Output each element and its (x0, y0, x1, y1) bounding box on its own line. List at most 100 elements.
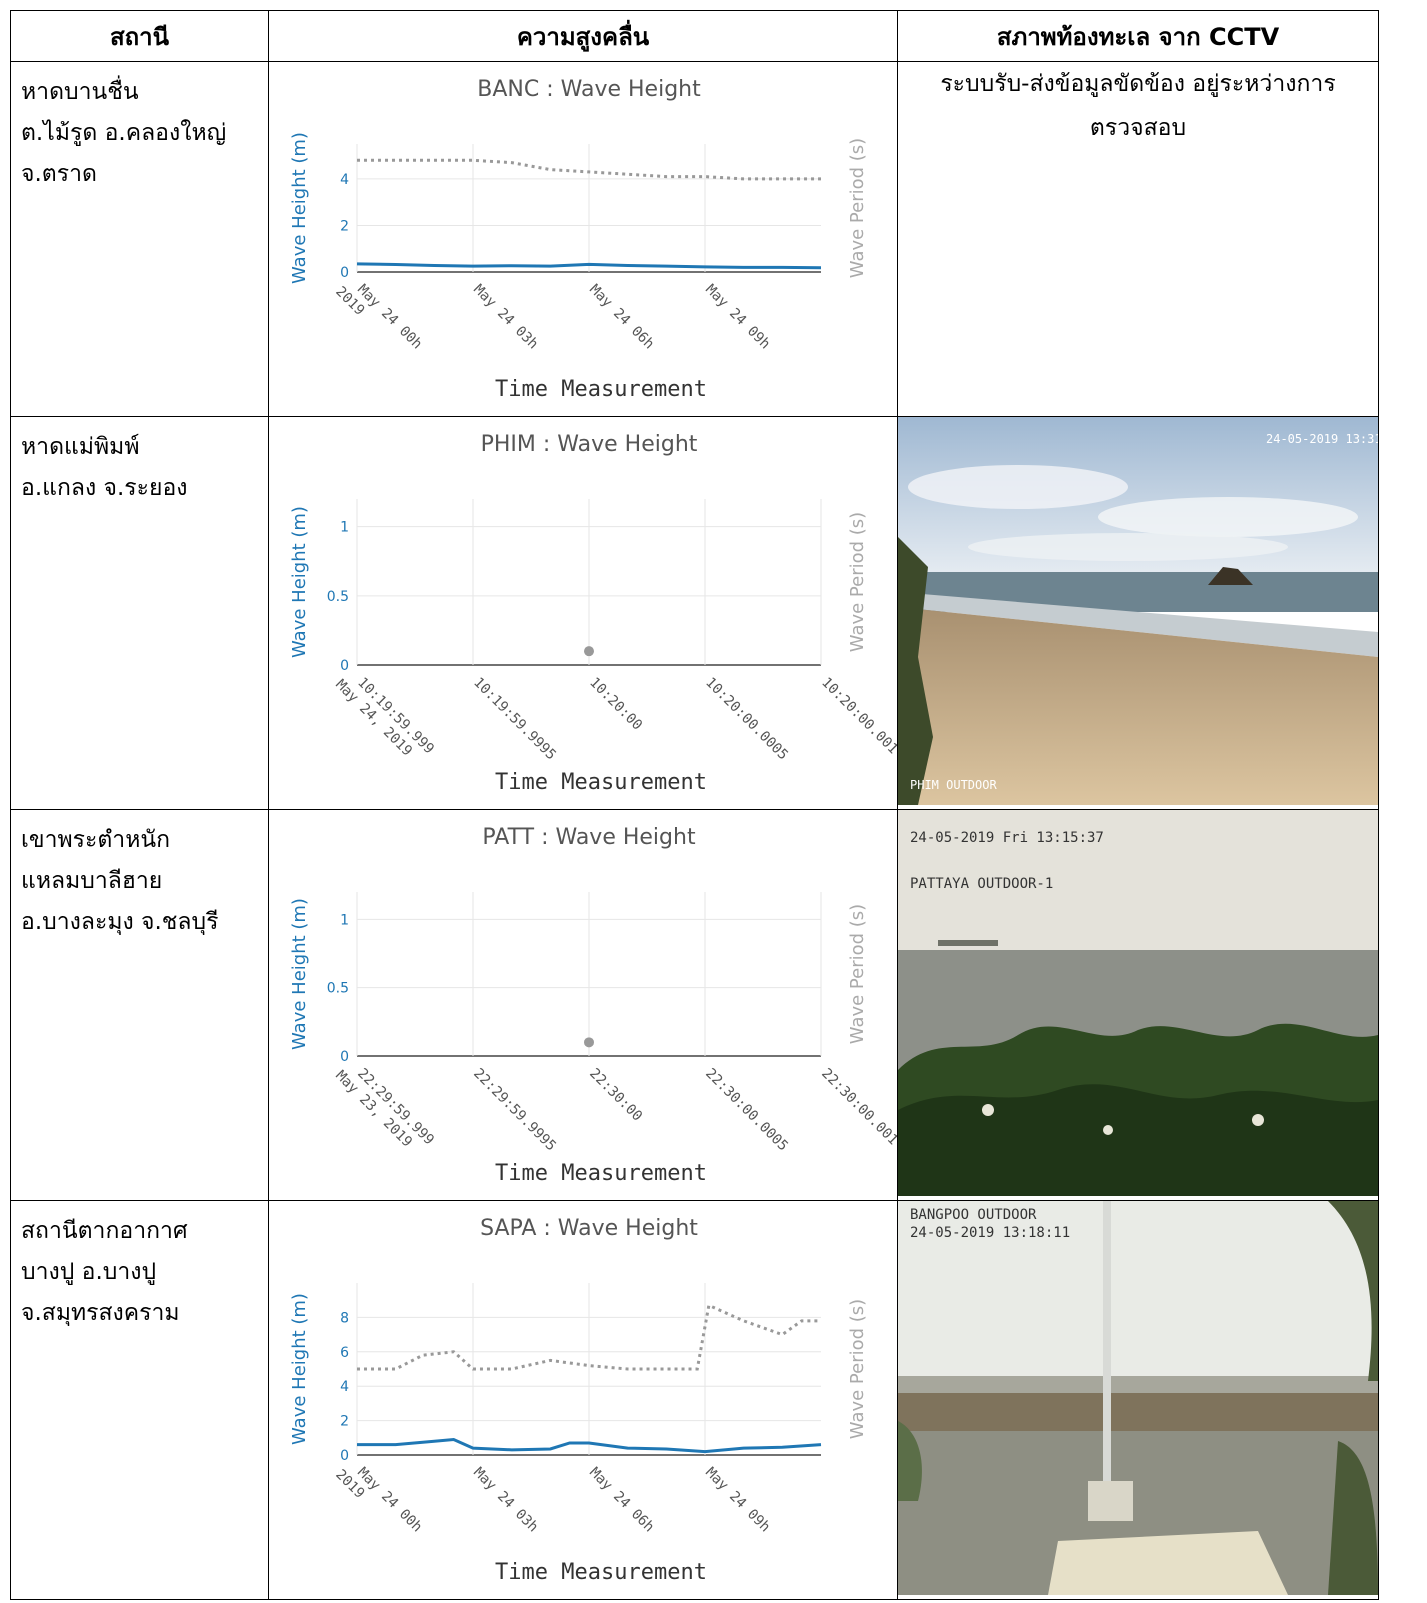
x-tick-line: 10:20:00 (586, 675, 645, 734)
y-tick-label: 0 (340, 265, 349, 281)
x-tick-label: 10:19:59.9995 (470, 675, 559, 764)
x-tick-line: May 24 06h (586, 1465, 657, 1536)
station-line: อ.บางละมุง จ.ชลบุรี (21, 909, 219, 935)
y2-axis-title: Wave Period (s) (847, 512, 868, 652)
x-tick-label: 10:20:00 (586, 675, 645, 734)
y2-axis-title: Wave Period (s) (847, 1299, 868, 1439)
cctv-timestamp: 24-05-2019 13:31:28 Fri (1266, 432, 1378, 446)
y-tick-label: 0.5 (327, 981, 349, 997)
x-tick-line: May 24 03h (470, 282, 541, 353)
station-line: บางปู อ.บางปู (21, 1259, 157, 1285)
data-point (584, 646, 594, 657)
cctv-timestamp: 24-05-2019 Fri 13:15:37 (910, 830, 1104, 846)
table-row: หาดแม่พิมพ์ อ.แกลง จ.ระยอง PHIM : Wave H… (10, 416, 1427, 810)
wave-height-series-line (357, 1437, 822, 1454)
y-tick-label: 0 (340, 1049, 349, 1065)
cctv-camera-label: PATTAYA OUTDOOR-1 (910, 876, 1053, 892)
x-tick-line: May 24 06h (586, 282, 657, 353)
y-axis-title: Wave Height (m) (289, 132, 310, 284)
table-row: สถานีตากอากาศ บางปู อ.บางปู จ.สมุทรสงครา… (10, 1200, 1379, 1600)
chart-cell: PHIM : Wave Height 0 0.5 1 10:19:59.999May 2… (268, 416, 901, 810)
y-axis-title: Wave Height (m) (289, 898, 310, 1050)
x-axis-title: Time Measurement (495, 1560, 707, 1585)
y-tick-label: 0 (340, 658, 349, 674)
wave-period-series-line (357, 158, 821, 181)
y-tick-label: 4 (340, 172, 349, 188)
x-tick-line: May 24 09h (702, 1465, 773, 1536)
y-axis-title: Wave Height (m) (289, 1293, 310, 1445)
x-tick-line: 22:30:00 (586, 1066, 645, 1125)
x-tick-line: May 24 00h (354, 1465, 425, 1536)
header-wave-height: ความสูงคลื่น (268, 10, 898, 62)
data-point (584, 1037, 594, 1048)
y-tick-label: 2 (340, 218, 349, 234)
x-tick-line: May 24 09h (702, 282, 773, 353)
station-line: หาดบานชื่น (21, 79, 139, 105)
x-tick-label: 10:19:59.999May 24, 2019 (332, 665, 437, 770)
y2-axis-title: Wave Period (s) (847, 904, 868, 1044)
wave-height-chart-phim: PHIM : Wave Height 0 0.5 1 10:19:59.999May 2… (289, 432, 901, 795)
station-cell: สถานีตากอากาศ บางปู อ.บางปู จ.สมุทรสงครา… (10, 1200, 269, 1600)
chart-cell: SAPA : Wave Height 0 2 4 6 8 May 24 00h2019 May… (268, 1200, 898, 1600)
x-tick-label: May 24 00h2019 (332, 1455, 425, 1548)
chart-title: PHIM : Wave Height (481, 432, 698, 457)
cctv-status-line: ตรวจสอบ (1089, 115, 1187, 141)
cctv-status-line: ระบบรับ-ส่งข้อมูลขัดข้อง อยู่ระหว่างการ (940, 71, 1336, 97)
chart-cell: PATT : Wave Height 0 0.5 1 22:29:59.999May 2… (268, 809, 901, 1201)
chart-title: BANC : Wave Height (477, 77, 701, 102)
y2-axis-title: Wave Period (s) (847, 138, 868, 278)
cctv-image-pattaya: 24-05-2019 Fri 13:15:37 PATTAYA OUTDOOR-… (898, 810, 1378, 1196)
chart-cell: BANC : Wave Height 0 2 4 May 24 00h2019 May 2… (268, 61, 898, 417)
x-tick-label: May 24 00h2019 (332, 272, 425, 365)
x-tick-label: May 24 03h (470, 1465, 541, 1536)
y-tick-label: 8 (340, 1310, 349, 1326)
header-station: สถานี (10, 10, 269, 62)
x-axis-title: Time Measurement (495, 1161, 707, 1186)
x-tick-line: 22:30:00.0005 (702, 1066, 791, 1155)
station-line: จ.ตราด (21, 161, 97, 187)
x-tick-line: May 24 00h (354, 282, 425, 353)
y-axis-title: Wave Height (m) (289, 506, 310, 658)
table-row: หาดบานชื่น ต.ไม้รูด อ.คลองใหญ่ จ.ตราด BA… (10, 61, 1379, 417)
x-tick-label: May 24 06h (586, 1465, 657, 1536)
x-tick-line: 10:20:00.001 (818, 675, 897, 758)
cctv-image-phim: 24-05-2019 13:31:28 Fri PHIM OUTDOOR (898, 417, 1427, 805)
x-tick-label: 22:30:00.001 (818, 1066, 897, 1149)
x-tick-label: 10:20:00.001 (818, 675, 897, 758)
x-tick-line: May 24 03h (470, 1465, 541, 1536)
x-tick-line: 22:30:00.001 (818, 1066, 897, 1149)
station-cell: เขาพระตำหนัก แหลมบาลีฮาย อ.บางละมุง จ.ชล… (10, 809, 269, 1201)
table-row: เขาพระตำหนัก แหลมบาลีฮาย อ.บางละมุง จ.ชล… (10, 809, 1379, 1201)
chart-title: SAPA : Wave Height (480, 1216, 698, 1241)
y-tick-label: 0.5 (327, 589, 349, 605)
chart-title: PATT : Wave Height (482, 825, 696, 850)
y-tick-label: 0 (340, 1448, 349, 1464)
cctv-status-message: ระบบรับ-ส่งข้อมูลขัดข้อง อยู่ระหว่างการ … (898, 62, 1378, 150)
y-tick-label: 6 (340, 1345, 349, 1361)
cctv-cell: ระบบรับ-ส่งข้อมูลขัดข้อง อยู่ระหว่างการ … (897, 61, 1379, 417)
wave-height-series-line (356, 262, 822, 270)
x-tick-label: May 24 09h (702, 1465, 773, 1536)
cctv-camera-label: BANGPOO OUTDOOR (910, 1207, 1037, 1223)
cctv-cell: 24-05-2019 Fri 13:15:37 PATTAYA OUTDOOR-… (897, 809, 1379, 1201)
cctv-image-bangpoo: BANGPOO OUTDOOR 24-05-2019 13:18:11 (898, 1201, 1378, 1595)
wave-report-table: สถานี ความสูงคลื่น สภาพท้องทะเล จาก CCTV… (10, 10, 1427, 1600)
wave-height-chart-patt: PATT : Wave Height 0 0.5 1 22:29:59.999May 2… (289, 825, 901, 1186)
x-tick-label: 22:30:00.0005 (702, 1066, 791, 1155)
station-line: ต.ไม้รูด อ.คลองใหญ่ (21, 120, 227, 146)
cctv-cell: BANGPOO OUTDOOR 24-05-2019 13:18:11 (897, 1200, 1379, 1600)
station-line: อ.แกลง จ.ระยอง (21, 475, 188, 501)
y-tick-label: 1 (340, 520, 349, 536)
station-line: จ.สมุทรสงคราม (21, 1300, 180, 1326)
y-tick-label: 1 (340, 912, 349, 928)
x-tick-label: 10:20:00.0005 (702, 675, 791, 764)
header-cctv: สภาพท้องทะเล จาก CCTV (897, 10, 1379, 62)
x-tick-label: May 24 06h (586, 282, 657, 353)
cctv-timestamp: 24-05-2019 13:18:11 (910, 1225, 1070, 1241)
station-line: เขาพระตำหนัก (21, 827, 171, 853)
station-cell: หาดบานชื่น ต.ไม้รูด อ.คลองใหญ่ จ.ตราด (10, 61, 269, 417)
station-line: แหลมบาลีฮาย (21, 868, 163, 894)
x-tick-label: May 24 03h (470, 282, 541, 353)
